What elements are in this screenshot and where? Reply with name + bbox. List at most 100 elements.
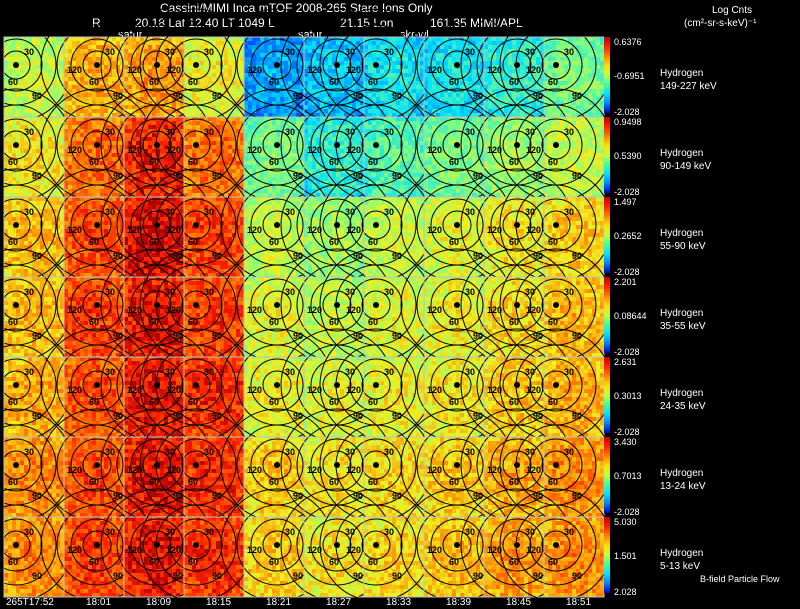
panel-r7-c8: 30 60 90 120 (400, 488, 514, 602)
panel-r5-c10: 30 60 90 120 (499, 328, 613, 442)
contour-label: 90 (533, 331, 543, 341)
scale-mid-3: 0.2652 (614, 231, 642, 241)
contour-label: 60 (449, 397, 459, 407)
panel-r5-c8: 30 60 90 120 (400, 328, 514, 442)
contour-label: 60 (149, 317, 159, 327)
row-species-3: Hydrogen (660, 228, 703, 240)
contour-label: 60 (509, 157, 519, 167)
panel-r6-c10: 30 60 90 120 (499, 408, 613, 522)
contour-label: 90 (212, 491, 222, 501)
panel-r4-c5: 30 60 90 120 (220, 248, 334, 362)
row-energy-4: 35-55 keV (660, 321, 706, 333)
contour-label: 120 (307, 385, 322, 395)
contour-label: 90 (32, 251, 42, 261)
contour-label: 120 (487, 225, 502, 235)
scale-max-5: 2.631 (614, 357, 637, 367)
contour-label: 60 (449, 77, 459, 87)
contour-label: 120 (166, 545, 181, 555)
time-label-9: 18:51 (566, 597, 591, 608)
scale-mid-6: 0.7013 (614, 471, 642, 481)
chart-title: Cassini/MIMI Inca mTOF 2008-265 Stare Io… (160, 2, 433, 15)
row-species-4: Hydrogen (660, 308, 703, 320)
contour-label: 120 (526, 225, 541, 235)
bfield-flow-label: B-field Particle Flow (700, 573, 780, 585)
contour-label: 120 (67, 545, 82, 555)
colorbar-1 (604, 37, 610, 113)
contour-label: 30 (285, 447, 295, 457)
contour-label: 60 (509, 317, 519, 327)
contour-label: 60 (548, 157, 558, 167)
contour-label: 30 (384, 127, 394, 137)
contour-label: 90 (212, 171, 222, 181)
colorbar-5 (604, 357, 610, 433)
contour-label: 30 (204, 287, 214, 297)
contour-label: 120 (346, 145, 361, 155)
contour-label: 120 (526, 545, 541, 555)
panel-r3-c6: 30 60 90 120 (280, 168, 394, 282)
contour-label: 30 (465, 527, 475, 537)
contour-label: 60 (329, 397, 339, 407)
contour-label: 120 (0, 145, 1, 155)
contour-label: 60 (8, 237, 18, 247)
contour-label: 120 (127, 385, 142, 395)
contour-label: 90 (392, 251, 402, 261)
contour-label: 30 (165, 287, 175, 297)
row-species-6: Hydrogen (660, 468, 703, 480)
panel-r7-c9: 30 60 90 120 (460, 488, 574, 602)
contour-label: 60 (149, 237, 159, 247)
contour-label: 90 (353, 571, 363, 581)
scale-max-6: 3.430 (614, 437, 637, 447)
row-species-7: Hydrogen (660, 548, 703, 560)
contour-label: 90 (533, 251, 543, 261)
contour-label: 30 (165, 527, 175, 537)
contour-label: 30 (465, 207, 475, 217)
time-label-0: 265T17:52 (6, 597, 54, 608)
panel-r7-c10: 30 60 90 120 (499, 488, 613, 602)
contour-label: 60 (548, 237, 558, 247)
contour-label: 90 (113, 251, 123, 261)
colorbar-4 (604, 277, 610, 353)
contour-label: 30 (285, 47, 295, 57)
contour-label: 120 (127, 225, 142, 235)
contour-label: 60 (269, 77, 279, 87)
scale-min-3: -2.028 (614, 267, 640, 277)
contour-label: 120 (526, 385, 541, 395)
contour-label: 60 (329, 157, 339, 167)
contour-label: 90 (32, 411, 42, 421)
row-energy-6: 13-24 keV (660, 481, 706, 493)
contour-label: 90 (353, 171, 363, 181)
contour-label: 60 (269, 237, 279, 247)
contour-label: 90 (353, 251, 363, 261)
contour-label: 120 (487, 145, 502, 155)
contour-label: 60 (89, 317, 99, 327)
contour-label: 120 (0, 385, 1, 395)
contour-label: 90 (212, 331, 222, 341)
contour-label: 30 (24, 207, 34, 217)
contour-label: 30 (285, 127, 295, 137)
contour-label: 120 (247, 305, 262, 315)
contour-label: 90 (353, 331, 363, 341)
contour-label: 120 (307, 225, 322, 235)
contour-label: 90 (32, 171, 42, 181)
row-species-2: Hydrogen (660, 148, 703, 160)
contour-label: 60 (449, 477, 459, 487)
contour-label: 120 (127, 545, 142, 555)
contour-label: 30 (465, 47, 475, 57)
contour-label: 60 (449, 557, 459, 567)
contour-label: 90 (173, 571, 183, 581)
contour-label: 90 (32, 491, 42, 501)
panel-r6-c7: 30 60 90 120 (319, 408, 433, 522)
contour-label: 30 (525, 207, 535, 217)
contour-label: 30 (525, 47, 535, 57)
contour-label: 30 (105, 287, 115, 297)
contour-label: 90 (572, 571, 582, 581)
contour-label: 30 (24, 47, 34, 57)
contour-label: 120 (427, 385, 442, 395)
contour-label: 90 (473, 571, 483, 581)
contour-label: 90 (572, 251, 582, 261)
contour-label: 120 (526, 145, 541, 155)
contour-label: 120 (427, 145, 442, 155)
contour-label: 90 (572, 91, 582, 101)
contour-label: 90 (293, 331, 303, 341)
contour-label: 120 (427, 225, 442, 235)
